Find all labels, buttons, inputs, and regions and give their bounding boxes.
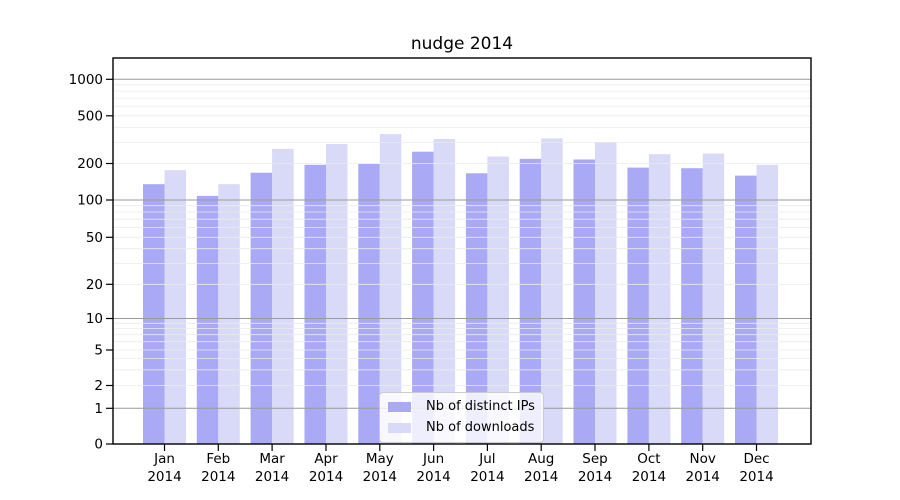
bar-distinct-ips-sep — [573, 159, 595, 444]
x-tick-label-year: 2014 — [255, 469, 289, 485]
legend-label-distinct-ips: Nb of distinct IPs — [426, 399, 535, 414]
y-tick-label: 1000 — [69, 72, 103, 88]
y-tick-label: 200 — [77, 156, 103, 172]
y-tick-label: 20 — [86, 277, 103, 293]
bar-distinct-ips-jul — [465, 173, 488, 445]
legend-label-downloads: Nb of downloads — [426, 420, 535, 435]
x-tick-label-year: 2014 — [739, 469, 773, 485]
bar-distinct-ips-dec — [735, 175, 757, 444]
x-tick-label-month: Jun — [422, 451, 444, 467]
bar-downloads-dec — [756, 164, 778, 445]
legend-item-distinct-ips: Nb of distinct IPs — [388, 399, 535, 415]
x-tick-label-month: Nov — [690, 451, 716, 467]
x-tick-label-month: Dec — [743, 451, 769, 467]
legend-swatch-downloads — [388, 423, 411, 433]
y-tick-label: 0 — [94, 437, 103, 453]
bar-downloads-oct — [648, 154, 671, 444]
x-tick-label-month: Apr — [314, 451, 338, 467]
x-tick-label-month: Sep — [582, 451, 607, 467]
x-tick-label-year: 2014 — [470, 469, 504, 485]
plot-border — [112, 57, 812, 445]
y-tick-label: 500 — [77, 108, 103, 124]
bar-distinct-ips-oct — [627, 167, 649, 444]
bar-distinct-ips-jan — [143, 184, 165, 444]
y-tick-label: 2 — [94, 378, 103, 394]
x-tick-label-month: May — [366, 451, 394, 467]
bar-downloads-mar — [272, 148, 294, 444]
x-tick-label-month: Jul — [478, 451, 495, 467]
y-tick-label: 50 — [86, 230, 103, 246]
bar-downloads-jan — [164, 170, 186, 444]
x-tick-label-year: 2014 — [524, 469, 558, 485]
bar-downloads-sep — [595, 142, 617, 444]
bar-downloads-may — [379, 134, 402, 444]
x-tick-label-month: Mar — [259, 451, 285, 467]
bar-distinct-ips-jun — [412, 151, 434, 444]
y-tick-label: 10 — [86, 311, 103, 327]
x-tick-label-year: 2014 — [632, 469, 666, 485]
bar-downloads-jun — [433, 139, 456, 444]
bar-distinct-ips-apr — [304, 164, 326, 445]
x-tick-label-year: 2014 — [201, 469, 235, 485]
bar-downloads-jul — [487, 156, 509, 444]
bar-downloads-nov — [702, 153, 725, 444]
y-tick-label: 5 — [94, 343, 103, 359]
chart-title: nudge 2014 — [410, 34, 514, 54]
x-tick-label-year: 2014 — [686, 469, 720, 485]
bar-distinct-ips-may — [358, 164, 380, 444]
x-tick-label-year: 2014 — [578, 469, 612, 485]
x-tick-label-month: Feb — [206, 451, 230, 467]
x-tick-label-year: 2014 — [363, 469, 397, 485]
bar-downloads-feb — [218, 184, 240, 444]
x-tick-label-month: Jan — [153, 451, 175, 467]
x-tick-label-year: 2014 — [309, 469, 343, 485]
legend-swatch-distinct-ips — [388, 402, 411, 412]
bar-downloads-aug — [541, 138, 563, 444]
legend: Nb of distinct IPs Nb of downloads — [379, 392, 544, 443]
legend-item-downloads: Nb of downloads — [388, 420, 535, 436]
y-tick-label: 1 — [94, 401, 103, 417]
x-tick-label-year: 2014 — [416, 469, 450, 485]
x-tick-label-month: Aug — [528, 451, 554, 467]
bar-distinct-ips-nov — [681, 168, 703, 444]
bar-distinct-ips-feb — [196, 195, 219, 444]
bar-distinct-ips-aug — [519, 158, 542, 445]
x-tick-label-month: Oct — [637, 451, 660, 467]
bar-distinct-ips-mar — [250, 172, 273, 444]
x-tick-label-year: 2014 — [147, 469, 181, 485]
y-tick-label: 100 — [77, 193, 103, 209]
bar-downloads-apr — [326, 144, 348, 444]
